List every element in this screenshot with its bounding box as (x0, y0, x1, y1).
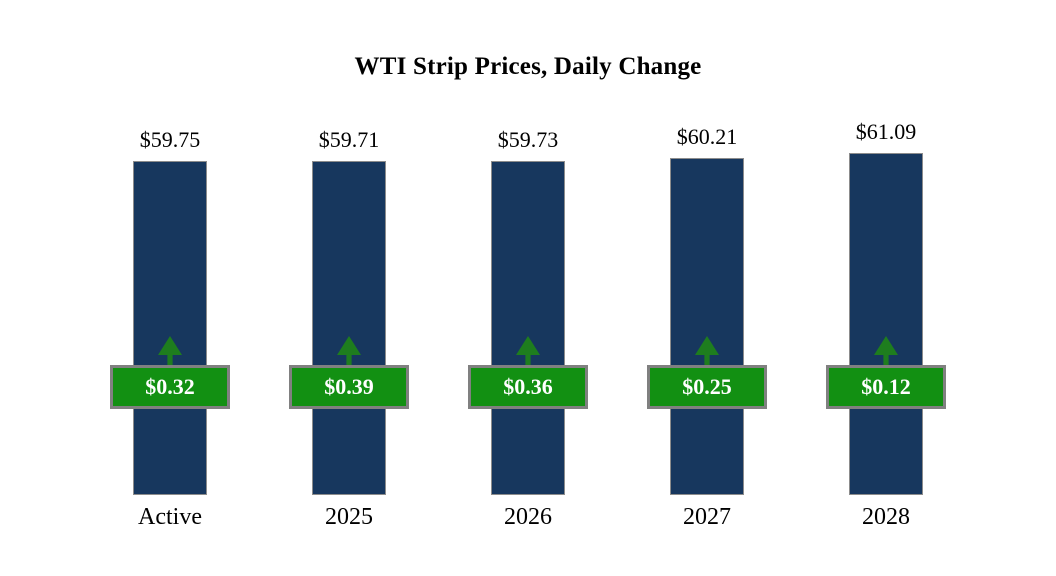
up-arrow-icon (158, 336, 182, 365)
bar-column: $60.21 $0.25 2027 (618, 0, 797, 530)
daily-change-label: $0.32 (145, 374, 195, 399)
daily-change-label: $0.25 (682, 374, 732, 399)
tenor-label: 2025 (325, 504, 373, 530)
strip-price-label: $61.09 (855, 119, 917, 144)
price-bar (491, 160, 565, 495)
daily-change-badge: $0.32 (110, 365, 230, 409)
daily-change-label: $0.39 (324, 374, 374, 399)
daily-change-badge: $0.25 (647, 365, 767, 409)
price-bar (312, 160, 386, 495)
strip-price-label: $59.75 (139, 126, 201, 152)
tenor-label: 2026 (504, 504, 552, 530)
bar-column: $59.73 $0.36 2026 (439, 0, 618, 530)
bars-row: $59.75 $0.32 Active $59.71 $0.39 2025 $5… (81, 0, 976, 530)
chart-title: WTI Strip Prices, Daily Change (354, 53, 702, 80)
daily-change-label: $0.12 (861, 374, 911, 399)
daily-change-badge: $0.12 (826, 365, 946, 409)
tenor-label: Active (138, 504, 202, 530)
bar-column: $59.75 $0.32 Active (81, 0, 260, 530)
up-arrow-icon (874, 336, 898, 365)
bar-column: $59.71 $0.39 2025 (260, 0, 439, 530)
price-bar (133, 160, 207, 495)
strip-price-label: $59.73 (497, 126, 559, 152)
strip-price-label: $59.71 (318, 126, 380, 152)
bar-column: $61.09 $0.12 2028 (797, 0, 976, 530)
tenor-label: 2028 (862, 504, 910, 530)
price-bar (849, 153, 923, 495)
daily-change-badge: $0.36 (468, 365, 588, 409)
up-arrow-icon (695, 336, 719, 365)
daily-change-label: $0.36 (503, 374, 553, 399)
up-arrow-icon (337, 336, 361, 365)
strip-price-label: $60.21 (676, 123, 738, 149)
tenor-label: 2027 (683, 504, 731, 530)
up-arrow-icon (516, 336, 540, 365)
price-bar (670, 157, 744, 495)
daily-change-badge: $0.39 (289, 365, 409, 409)
